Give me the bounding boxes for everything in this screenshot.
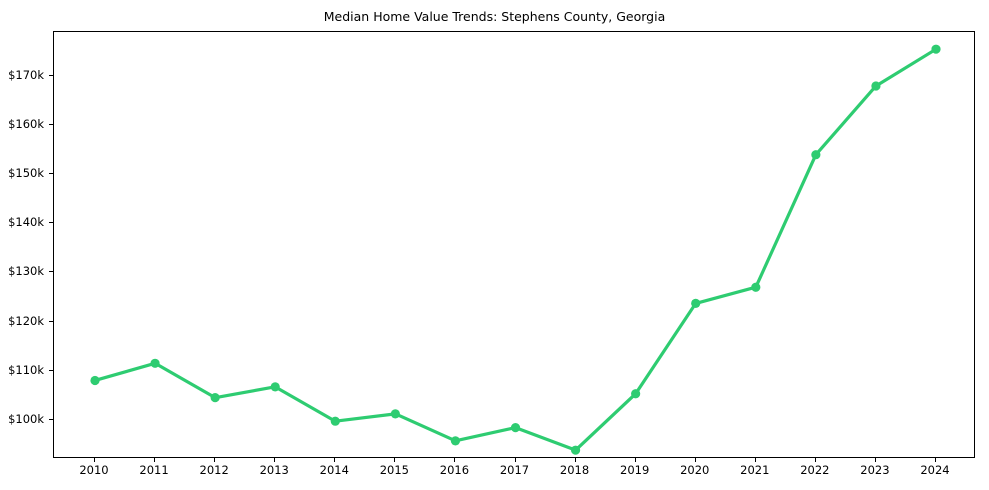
line-series-svg	[90, 44, 941, 455]
data-point-2012	[210, 393, 220, 403]
x-tick-label-2024: 2024	[920, 463, 950, 477]
x-tick-label-2020: 2020	[680, 463, 710, 477]
data-point-2014	[330, 416, 340, 426]
data-point-2022	[811, 150, 821, 160]
x-tick-label-2021: 2021	[740, 463, 770, 477]
x-tick-label-2011: 2011	[139, 463, 169, 477]
y-tick-label-$130k: $130k	[8, 264, 44, 279]
x-tick-label-2017: 2017	[499, 463, 530, 477]
plot-area	[53, 31, 975, 458]
y-tick-label-$120k: $120k	[8, 313, 44, 328]
data-point-2017	[510, 422, 521, 433]
data-point-2015	[390, 409, 400, 419]
x-tick-label-2022: 2022	[800, 463, 830, 477]
data-point-2013	[270, 382, 280, 392]
y-tick-label-$150k: $150k	[8, 166, 44, 181]
chart-title: Median Home Value Trends: Stephens Count…	[323, 9, 666, 24]
data-point-2023	[871, 81, 881, 91]
x-tick-label-2013: 2013	[259, 463, 289, 477]
x-tick-label-2012: 2012	[199, 463, 229, 477]
x-tick-label-2014: 2014	[319, 463, 349, 477]
x-tick-label-2015: 2015	[379, 463, 409, 477]
data-point-2018	[570, 445, 581, 455]
y-tick-label-$140k: $140k	[8, 215, 44, 230]
series-markers-group	[90, 44, 941, 455]
series-line-median-home-value	[93, 47, 938, 452]
x-tick-label-2023: 2023	[860, 463, 890, 477]
data-point-2020	[691, 298, 701, 309]
x-tick-label-2019: 2019	[620, 463, 650, 477]
x-tick-label-2010: 2010	[79, 463, 109, 477]
data-point-2016	[450, 436, 461, 446]
y-tick-label-$170k: $170k	[8, 68, 44, 83]
x-tick-label-2018: 2018	[559, 463, 590, 477]
data-point-2021	[751, 282, 761, 292]
data-point-2024	[931, 44, 941, 54]
data-point-2010	[90, 375, 100, 386]
data-point-2011	[150, 358, 160, 368]
x-tick-label-2016: 2016	[439, 463, 470, 477]
y-tick-label-$160k: $160k	[8, 117, 44, 132]
y-tick-label-$100k: $100k	[8, 411, 44, 426]
y-tick-label-$110k: $110k	[8, 362, 44, 377]
data-point-2019	[631, 389, 641, 399]
